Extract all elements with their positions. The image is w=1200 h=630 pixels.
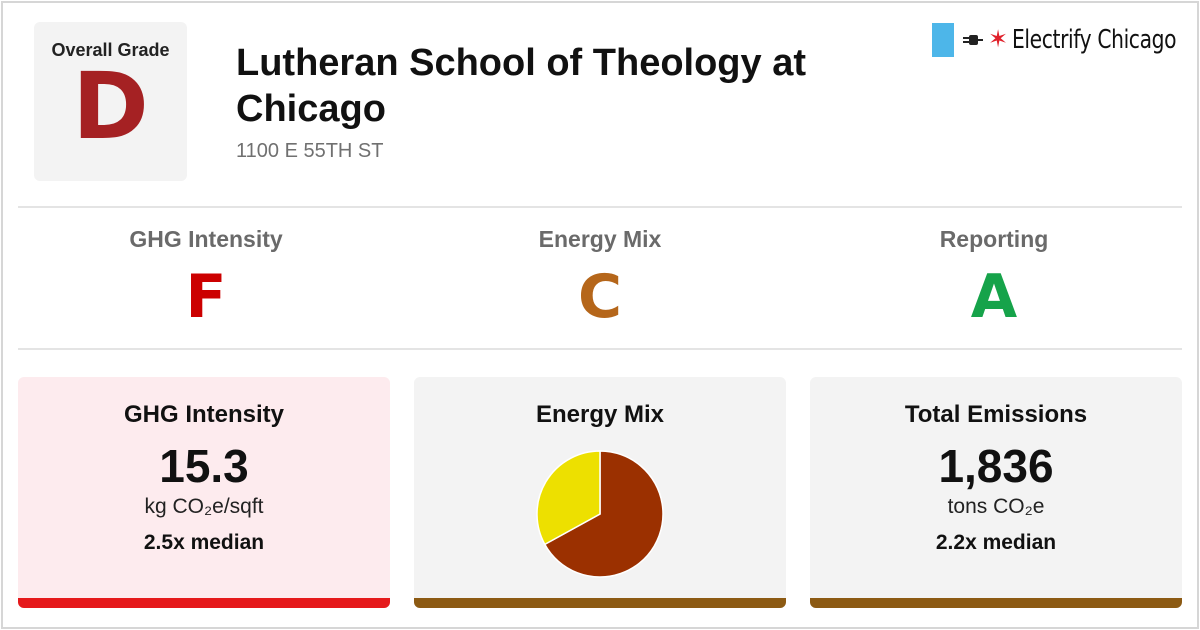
card-total-emissions: Total Emissions 1,836 tons CO₂e 2.2x med… (810, 377, 1182, 608)
card-ghg-intensity: GHG Intensity 15.3 kg CO₂e/sqft 2.5x med… (18, 377, 390, 608)
card-title: Total Emissions (904, 401, 1088, 428)
card-title: GHG Intensity (123, 401, 285, 428)
card-median: 2.2x median (935, 531, 1057, 554)
card-value: 15.3 (159, 440, 249, 492)
pie-slice-1 (536, 450, 601, 546)
pie-slice-0 (543, 450, 664, 578)
overall-grade-letter: D (72, 53, 149, 160)
subgrade-label: GHG Intensity (129, 226, 283, 252)
subgrade-ghg-intensity: GHG Intensity F (16, 226, 396, 327)
subgrade-reporting: Reporting A (804, 226, 1184, 327)
card-energy-mix: Energy Mix (414, 377, 786, 608)
card-accent-bar (810, 598, 1182, 608)
card-title: Energy Mix (535, 401, 665, 428)
building-address: 1100 E 55TH ST (236, 140, 384, 162)
subgrade-energy-mix: Energy Mix C (410, 226, 790, 327)
subgrade-letter: F (185, 262, 227, 332)
overall-grade-box: Overall Grade D (34, 22, 187, 181)
brand-name: Electrify Chicago (1012, 25, 1177, 55)
brand-logo: ✶ Electrify Chicago (932, 22, 1200, 58)
card-unit: kg CO₂e/sqft (144, 495, 264, 518)
flag-stripe-icon (932, 23, 954, 57)
star-icon: ✶ (988, 26, 1009, 53)
overall-grade-label: Overall Grade (51, 40, 170, 60)
subgrade-label: Energy Mix (538, 226, 662, 252)
subgrade-letter: C (577, 262, 623, 332)
card-unit: tons CO₂e (947, 495, 1045, 518)
card-value: 1,836 (938, 440, 1054, 492)
subgrade-letter: A (970, 262, 1018, 332)
divider-top (18, 206, 1182, 208)
building-name: Lutheran School of Theology at Chicago (236, 42, 806, 130)
energy-mix-pie-chart (536, 450, 664, 578)
subgrade-label: Reporting (939, 226, 1049, 252)
card-accent-bar (18, 598, 390, 608)
card-accent-bar (414, 598, 786, 608)
card-median: 2.5x median (143, 531, 265, 554)
plug-icon (963, 35, 983, 45)
divider-bottom (18, 348, 1182, 350)
